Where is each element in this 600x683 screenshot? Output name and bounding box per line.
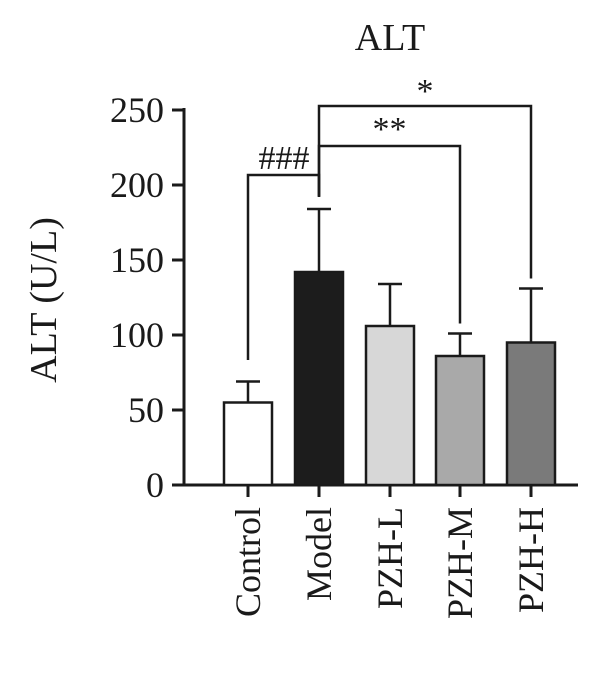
y-tick-label: 0 [146, 465, 164, 505]
bar-control [222, 401, 274, 487]
y-tick-label: 250 [110, 90, 164, 130]
y-tick-label: 150 [110, 240, 164, 280]
x-category-label: PZH-M [440, 507, 480, 619]
error-bars [236, 207, 543, 403]
x-categories: Control Model PZH-L PZH-M PZH-H [228, 485, 551, 619]
bar-model [293, 270, 345, 487]
significance-label: ** [373, 111, 407, 148]
y-tick-label: 200 [110, 165, 164, 205]
bar-pzh-l [364, 324, 416, 487]
y-tick-label: 100 [110, 315, 164, 355]
x-category-label: PZH-L [370, 507, 410, 609]
x-category-label: Model [299, 507, 339, 601]
chart-title: ALT [355, 17, 425, 59]
x-category-label: Control [228, 507, 268, 617]
significance-bracket [317, 104, 533, 279]
bar-pzh-h [505, 341, 557, 487]
y-tick-label: 50 [128, 390, 164, 430]
bars [222, 270, 557, 487]
x-category-label: PZH-H [511, 507, 551, 613]
significance-brackets: ###*** [246, 73, 533, 360]
y-ticks: 0 50 100 150 200 250 [110, 90, 184, 505]
bar-pzh-m [434, 354, 486, 487]
significance-label: ### [259, 140, 310, 177]
y-axis-label: ALT (U/L) [23, 217, 65, 383]
significance-label: * [417, 73, 434, 110]
